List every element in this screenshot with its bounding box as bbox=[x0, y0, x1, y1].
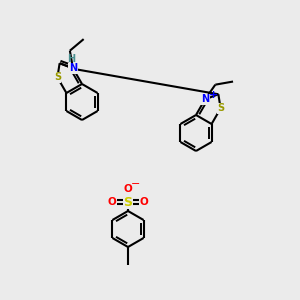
Text: N: N bbox=[69, 63, 77, 74]
Text: N: N bbox=[201, 94, 209, 104]
Text: O: O bbox=[108, 197, 116, 207]
Text: +: + bbox=[208, 90, 217, 100]
Text: −: − bbox=[131, 179, 141, 189]
Text: S: S bbox=[217, 103, 224, 113]
Text: H: H bbox=[67, 54, 75, 64]
Text: S: S bbox=[124, 196, 133, 208]
Text: O: O bbox=[124, 184, 132, 194]
Text: S: S bbox=[54, 72, 61, 82]
Text: O: O bbox=[140, 197, 148, 207]
